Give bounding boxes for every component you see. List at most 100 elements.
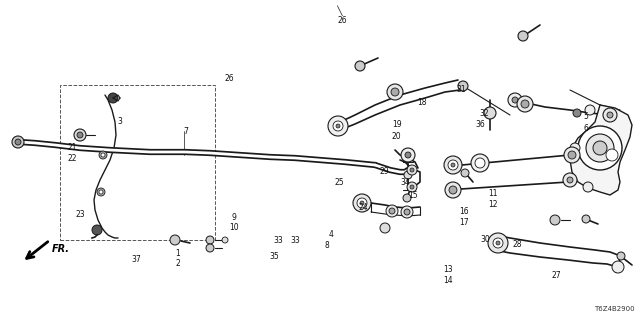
Circle shape	[563, 173, 577, 187]
Polygon shape	[570, 105, 632, 195]
Text: 3: 3	[118, 117, 123, 126]
Circle shape	[582, 215, 590, 223]
Circle shape	[578, 126, 622, 170]
Circle shape	[97, 188, 105, 196]
Text: 19: 19	[392, 120, 402, 129]
Circle shape	[92, 225, 102, 235]
Circle shape	[77, 132, 83, 138]
Circle shape	[108, 93, 118, 103]
Text: 22: 22	[68, 154, 77, 163]
Circle shape	[99, 151, 107, 159]
Text: 5: 5	[583, 112, 588, 121]
Text: 26: 26	[337, 16, 348, 25]
Circle shape	[606, 149, 618, 161]
Circle shape	[573, 109, 581, 117]
Circle shape	[512, 97, 518, 103]
Text: 20: 20	[392, 132, 402, 141]
Circle shape	[585, 105, 595, 115]
Text: 23: 23	[75, 210, 85, 219]
Text: 17: 17	[459, 218, 469, 227]
Text: 14: 14	[443, 276, 453, 285]
Circle shape	[458, 81, 468, 91]
Circle shape	[570, 143, 580, 153]
Text: 9: 9	[231, 213, 236, 222]
Text: 8: 8	[324, 241, 329, 250]
Circle shape	[206, 236, 214, 244]
Circle shape	[488, 233, 508, 253]
Text: 25: 25	[334, 178, 344, 187]
Circle shape	[407, 182, 417, 192]
Circle shape	[328, 116, 348, 136]
Circle shape	[612, 261, 624, 273]
Circle shape	[517, 96, 533, 112]
Circle shape	[603, 108, 617, 122]
Circle shape	[410, 185, 414, 189]
Circle shape	[407, 165, 417, 175]
Text: 6: 6	[583, 124, 588, 132]
Text: 31: 31	[456, 85, 466, 94]
Circle shape	[12, 136, 24, 148]
Text: 24: 24	[358, 203, 368, 212]
Circle shape	[206, 244, 214, 252]
Text: T6Z4B2900: T6Z4B2900	[595, 306, 635, 312]
Circle shape	[593, 141, 607, 155]
Text: 34: 34	[401, 178, 411, 187]
Circle shape	[461, 169, 469, 177]
Circle shape	[360, 201, 364, 205]
Text: 28: 28	[513, 240, 522, 249]
Text: 15: 15	[408, 191, 418, 200]
Circle shape	[170, 235, 180, 245]
Bar	[60, 85, 215, 240]
Text: 21: 21	[68, 143, 77, 152]
Circle shape	[607, 112, 613, 118]
Circle shape	[401, 206, 413, 218]
Circle shape	[521, 100, 529, 108]
Circle shape	[401, 148, 415, 162]
Circle shape	[386, 205, 398, 217]
Circle shape	[391, 88, 399, 96]
Circle shape	[357, 198, 367, 208]
Circle shape	[403, 194, 411, 202]
Circle shape	[355, 61, 365, 71]
Circle shape	[475, 158, 485, 168]
Text: 29: 29	[379, 167, 389, 176]
Text: 36: 36	[475, 120, 485, 129]
Circle shape	[493, 238, 503, 248]
Circle shape	[15, 139, 21, 145]
Text: 2: 2	[175, 259, 180, 268]
Circle shape	[583, 182, 593, 192]
Circle shape	[550, 215, 560, 225]
Circle shape	[586, 134, 614, 162]
Text: 12: 12	[488, 200, 497, 209]
Circle shape	[380, 223, 390, 233]
Text: 32: 32	[479, 109, 489, 118]
Text: 27: 27	[552, 271, 562, 280]
Circle shape	[448, 160, 458, 170]
Circle shape	[99, 190, 103, 194]
Circle shape	[353, 194, 371, 212]
Text: 11: 11	[488, 189, 497, 198]
Text: 7: 7	[183, 127, 188, 136]
Text: 30: 30	[480, 236, 490, 244]
Circle shape	[336, 124, 340, 128]
Circle shape	[484, 107, 496, 119]
Text: 33: 33	[291, 236, 301, 245]
Text: 26: 26	[224, 74, 234, 83]
Text: 1: 1	[175, 249, 180, 258]
Text: FR.: FR.	[52, 244, 70, 254]
Circle shape	[74, 129, 86, 141]
Circle shape	[508, 93, 522, 107]
Text: 16: 16	[459, 207, 469, 216]
Circle shape	[496, 241, 500, 245]
Circle shape	[387, 84, 403, 100]
Text: 13: 13	[443, 265, 453, 274]
Circle shape	[567, 177, 573, 183]
Text: 10: 10	[228, 223, 239, 232]
Circle shape	[404, 209, 410, 215]
Circle shape	[444, 156, 462, 174]
Circle shape	[410, 168, 414, 172]
Circle shape	[451, 163, 455, 167]
Text: 37: 37	[131, 255, 141, 264]
Circle shape	[564, 147, 580, 163]
Circle shape	[568, 151, 576, 159]
